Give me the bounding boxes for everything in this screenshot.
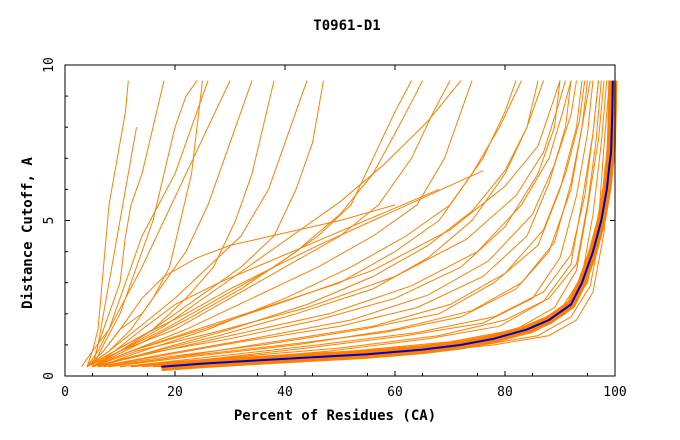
x-tick-label: 40	[277, 385, 293, 400]
model-series-line	[92, 80, 165, 367]
model-series-line	[92, 80, 561, 368]
model-series-line	[108, 80, 591, 368]
model-series-line	[86, 80, 308, 368]
model-series-line	[86, 204, 396, 368]
plot-lines	[81, 80, 618, 372]
model-series-line	[81, 80, 231, 367]
model-series-line	[119, 80, 594, 368]
model-series-line	[86, 80, 129, 367]
model-series-line	[86, 170, 484, 368]
y-tick-label: 5	[42, 217, 57, 225]
y-axis-label: Distance Cutoff, A	[20, 157, 36, 309]
model-series-line	[86, 80, 451, 368]
model-series-line	[97, 80, 583, 368]
model-series-line	[86, 80, 324, 368]
model-density-band	[160, 80, 618, 372]
x-axis-label: Percent of Residues (CA)	[234, 408, 436, 424]
model-series-line	[92, 188, 440, 368]
x-tick-label: 20	[167, 385, 183, 400]
model-series-line	[92, 80, 572, 368]
y-tick-label: 10	[42, 57, 57, 73]
model-series-line	[92, 127, 137, 367]
model-series-line	[97, 80, 517, 368]
model-series-line	[92, 80, 561, 368]
model-series-line	[119, 80, 599, 368]
model-series-line	[103, 80, 586, 368]
model-series-line	[86, 80, 209, 367]
model-series-line	[86, 80, 203, 368]
model-series-line	[92, 80, 566, 368]
highlight-series-line	[161, 80, 614, 368]
y-tick-label: 0	[42, 372, 57, 380]
x-tick-label: 80	[497, 385, 513, 400]
model-series-line	[92, 80, 412, 368]
model-series-line	[92, 80, 198, 367]
model-series-line	[97, 80, 544, 368]
model-series-line	[92, 80, 462, 368]
model-series-line	[92, 80, 522, 368]
y-axis-ticks: 0 5 10	[42, 57, 615, 380]
x-axis-ticks: 0 20 40 60 80 100	[61, 65, 627, 400]
model-series-line	[92, 80, 275, 368]
model-series-line	[130, 80, 602, 368]
model-series-line	[92, 80, 473, 368]
x-tick-label: 100	[603, 385, 626, 400]
model-series-line	[97, 80, 577, 368]
x-tick-label: 0	[61, 385, 69, 400]
model-series-line	[108, 80, 588, 368]
x-tick-label: 60	[387, 385, 403, 400]
model-series-line	[97, 80, 572, 368]
model-series-line	[92, 80, 423, 368]
chart-title: T0961-D1	[313, 18, 380, 34]
